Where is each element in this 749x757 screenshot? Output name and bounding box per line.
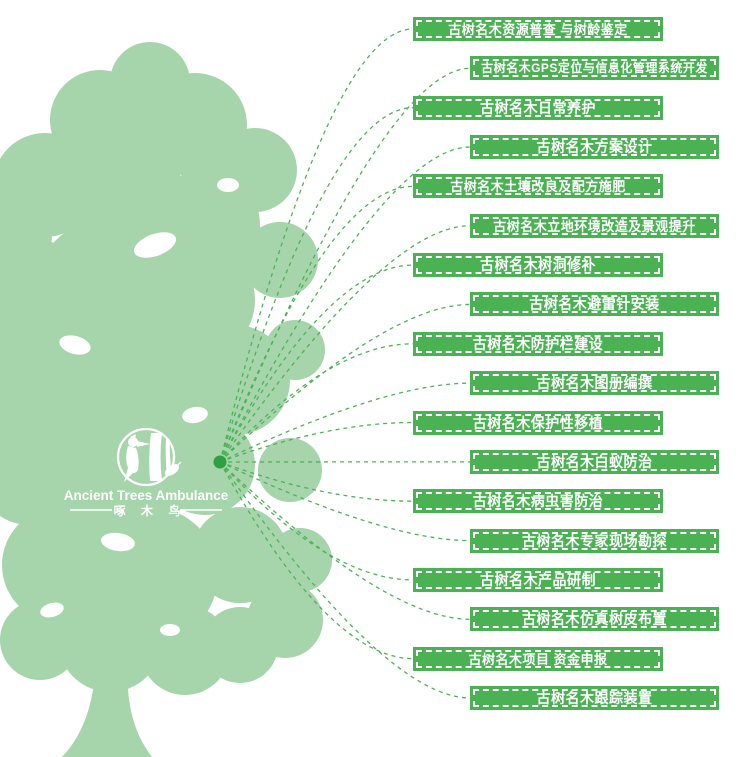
connector-line — [219, 67, 471, 463]
logo-subtitle: 啄 木 鸟 — [114, 503, 187, 518]
logo-circle — [116, 427, 176, 487]
tree-silhouette — [0, 42, 332, 757]
woodpecker-icon — [124, 433, 182, 482]
connector-line — [219, 461, 471, 542]
connector-line — [219, 382, 471, 463]
connector-line — [219, 461, 414, 660]
connector-line — [219, 343, 414, 463]
connector-line — [219, 461, 414, 581]
connector-line — [219, 185, 414, 463]
logo: Ancient Trees Ambulance 啄 木 鸟 — [64, 427, 229, 518]
connector-line — [219, 461, 471, 699]
connector-line — [219, 461, 471, 620]
connector-line — [219, 461, 414, 502]
hub-dot — [213, 455, 227, 469]
connector-line — [219, 146, 471, 463]
connector-line — [219, 225, 471, 463]
tree-trunk — [62, 612, 152, 757]
connector-line — [219, 107, 414, 463]
connector-line — [219, 28, 414, 463]
logo-title: Ancient Trees Ambulance — [64, 488, 229, 503]
connector-line — [219, 421, 414, 463]
connector-line — [219, 303, 471, 463]
tree-foliage-gaps — [40, 178, 239, 636]
connector-lines — [219, 28, 471, 699]
